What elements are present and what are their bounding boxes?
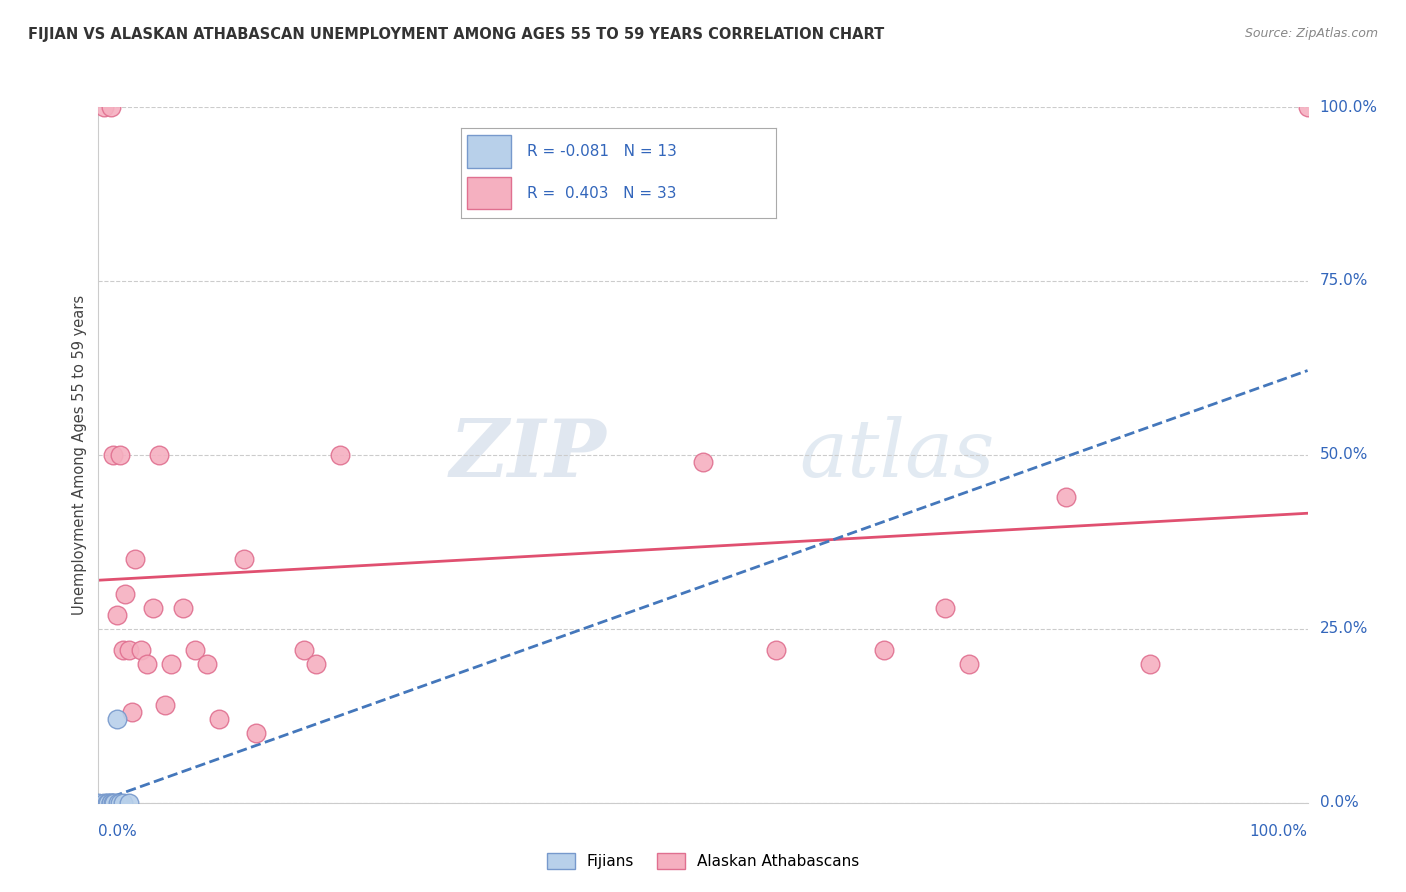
Point bbox=[957, 657, 980, 671]
Point bbox=[97, 796, 120, 810]
Text: ZIP: ZIP bbox=[450, 417, 606, 493]
Legend: Fijians, Alaskan Athabascans: Fijians, Alaskan Athabascans bbox=[541, 847, 865, 875]
FancyBboxPatch shape bbox=[467, 136, 512, 168]
Point bbox=[184, 642, 207, 657]
Point bbox=[101, 796, 124, 810]
Point bbox=[305, 657, 328, 671]
Text: atlas: atlas bbox=[800, 417, 995, 493]
Point bbox=[108, 448, 131, 462]
Text: R =  0.403   N = 33: R = 0.403 N = 33 bbox=[527, 186, 676, 201]
Text: 0.0%: 0.0% bbox=[1320, 796, 1358, 810]
Point bbox=[96, 796, 118, 810]
Point bbox=[1054, 490, 1077, 504]
Point bbox=[692, 455, 714, 469]
Text: Source: ZipAtlas.com: Source: ZipAtlas.com bbox=[1244, 27, 1378, 40]
FancyBboxPatch shape bbox=[467, 177, 512, 210]
Text: R = -0.081   N = 13: R = -0.081 N = 13 bbox=[527, 144, 678, 159]
Point bbox=[172, 601, 194, 615]
Point bbox=[87, 796, 110, 810]
Point bbox=[160, 657, 183, 671]
Point bbox=[101, 448, 124, 462]
Point bbox=[118, 642, 141, 657]
Point bbox=[153, 698, 176, 713]
Point bbox=[195, 657, 218, 671]
Text: 25.0%: 25.0% bbox=[1320, 622, 1368, 636]
Point bbox=[232, 552, 254, 566]
Point bbox=[934, 601, 956, 615]
Point bbox=[100, 796, 122, 810]
Point bbox=[124, 552, 146, 566]
Point bbox=[105, 712, 128, 726]
Text: FIJIAN VS ALASKAN ATHABASCAN UNEMPLOYMENT AMONG AGES 55 TO 59 YEARS CORRELATION : FIJIAN VS ALASKAN ATHABASCAN UNEMPLOYMEN… bbox=[28, 27, 884, 42]
Point bbox=[114, 587, 136, 601]
Point bbox=[93, 100, 115, 114]
Point bbox=[142, 601, 165, 615]
Point bbox=[108, 796, 131, 810]
Point bbox=[873, 642, 896, 657]
Point bbox=[105, 607, 128, 622]
Text: 0.0%: 0.0% bbox=[98, 823, 138, 838]
Point bbox=[107, 796, 129, 810]
Point bbox=[103, 796, 125, 810]
Point bbox=[329, 448, 352, 462]
Text: 100.0%: 100.0% bbox=[1250, 823, 1308, 838]
Point bbox=[245, 726, 267, 740]
Point bbox=[148, 448, 170, 462]
Point bbox=[118, 796, 141, 810]
Point bbox=[129, 642, 152, 657]
Point bbox=[100, 796, 122, 810]
Point bbox=[135, 657, 157, 671]
Text: 75.0%: 75.0% bbox=[1320, 274, 1368, 288]
Point bbox=[121, 706, 143, 720]
Point bbox=[1139, 657, 1161, 671]
Point bbox=[111, 796, 134, 810]
Text: 100.0%: 100.0% bbox=[1320, 100, 1378, 114]
Point bbox=[111, 642, 134, 657]
Y-axis label: Unemployment Among Ages 55 to 59 years: Unemployment Among Ages 55 to 59 years bbox=[72, 295, 87, 615]
Point bbox=[93, 796, 115, 810]
Point bbox=[765, 642, 787, 657]
Text: 50.0%: 50.0% bbox=[1320, 448, 1368, 462]
Point bbox=[292, 642, 315, 657]
Point bbox=[100, 100, 122, 114]
Point bbox=[208, 712, 231, 726]
Point bbox=[1296, 100, 1319, 114]
